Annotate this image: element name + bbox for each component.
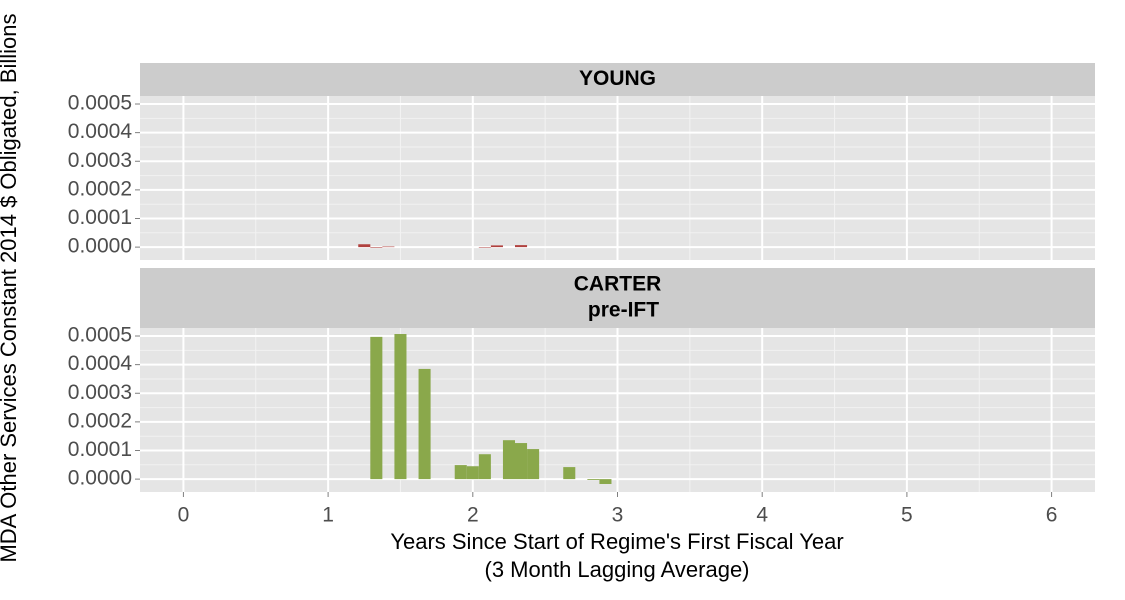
y-tick-label: 0.0004 — [68, 352, 133, 375]
y-tick-label: 0.0003 — [68, 149, 132, 172]
bar — [478, 247, 491, 248]
x-tick-label: 6 — [1046, 504, 1058, 527]
bar — [478, 454, 491, 480]
bar — [370, 247, 383, 248]
y-tick-label: 0.0003 — [68, 381, 132, 404]
strip-background — [140, 63, 1095, 96]
y-tick-label: 0.0002 — [68, 409, 132, 432]
bar — [563, 467, 576, 480]
x-tick-label: 4 — [756, 504, 768, 527]
x-tick-label: 1 — [322, 504, 334, 527]
x-tick-label: 5 — [901, 504, 913, 527]
bar — [382, 246, 395, 248]
y-tick-label: 0.0000 — [68, 467, 132, 490]
bar — [418, 368, 431, 480]
y-tick-label: 0.0004 — [68, 120, 133, 143]
strip-background — [140, 268, 1095, 328]
bar — [358, 244, 371, 248]
y-tick-label: 0.0002 — [68, 177, 132, 200]
bar — [527, 449, 540, 480]
bar — [454, 465, 467, 480]
x-tick-label: 2 — [467, 504, 479, 527]
bar — [370, 336, 383, 480]
bar — [587, 479, 600, 480]
y-tick-label: 0.0005 — [68, 92, 132, 115]
bar — [466, 466, 479, 480]
y-axis-title: MDA Other Services Constant 2014 $ Oblig… — [0, 13, 21, 562]
y-tick-label: 0.0001 — [68, 438, 132, 461]
y-tick-label: 0.0005 — [68, 324, 132, 347]
x-tick-label: 3 — [612, 504, 624, 527]
x-tick-label: 0 — [178, 504, 190, 527]
y-tick-label: 0.0000 — [68, 235, 132, 258]
bar — [394, 334, 407, 480]
bar — [490, 245, 503, 248]
x-axis-title: Years Since Start of Regime's First Fisc… — [390, 529, 843, 554]
y-tick-label: 0.0001 — [68, 206, 132, 229]
x-axis-title: (3 Month Lagging Average) — [485, 557, 750, 582]
bar — [515, 443, 528, 480]
bar — [599, 479, 612, 484]
strip-label: YOUNG — [579, 67, 656, 90]
strip-label: pre-IFT — [588, 299, 659, 322]
strip-label: CARTER — [574, 273, 662, 296]
bar — [502, 440, 516, 480]
bar — [515, 245, 528, 248]
